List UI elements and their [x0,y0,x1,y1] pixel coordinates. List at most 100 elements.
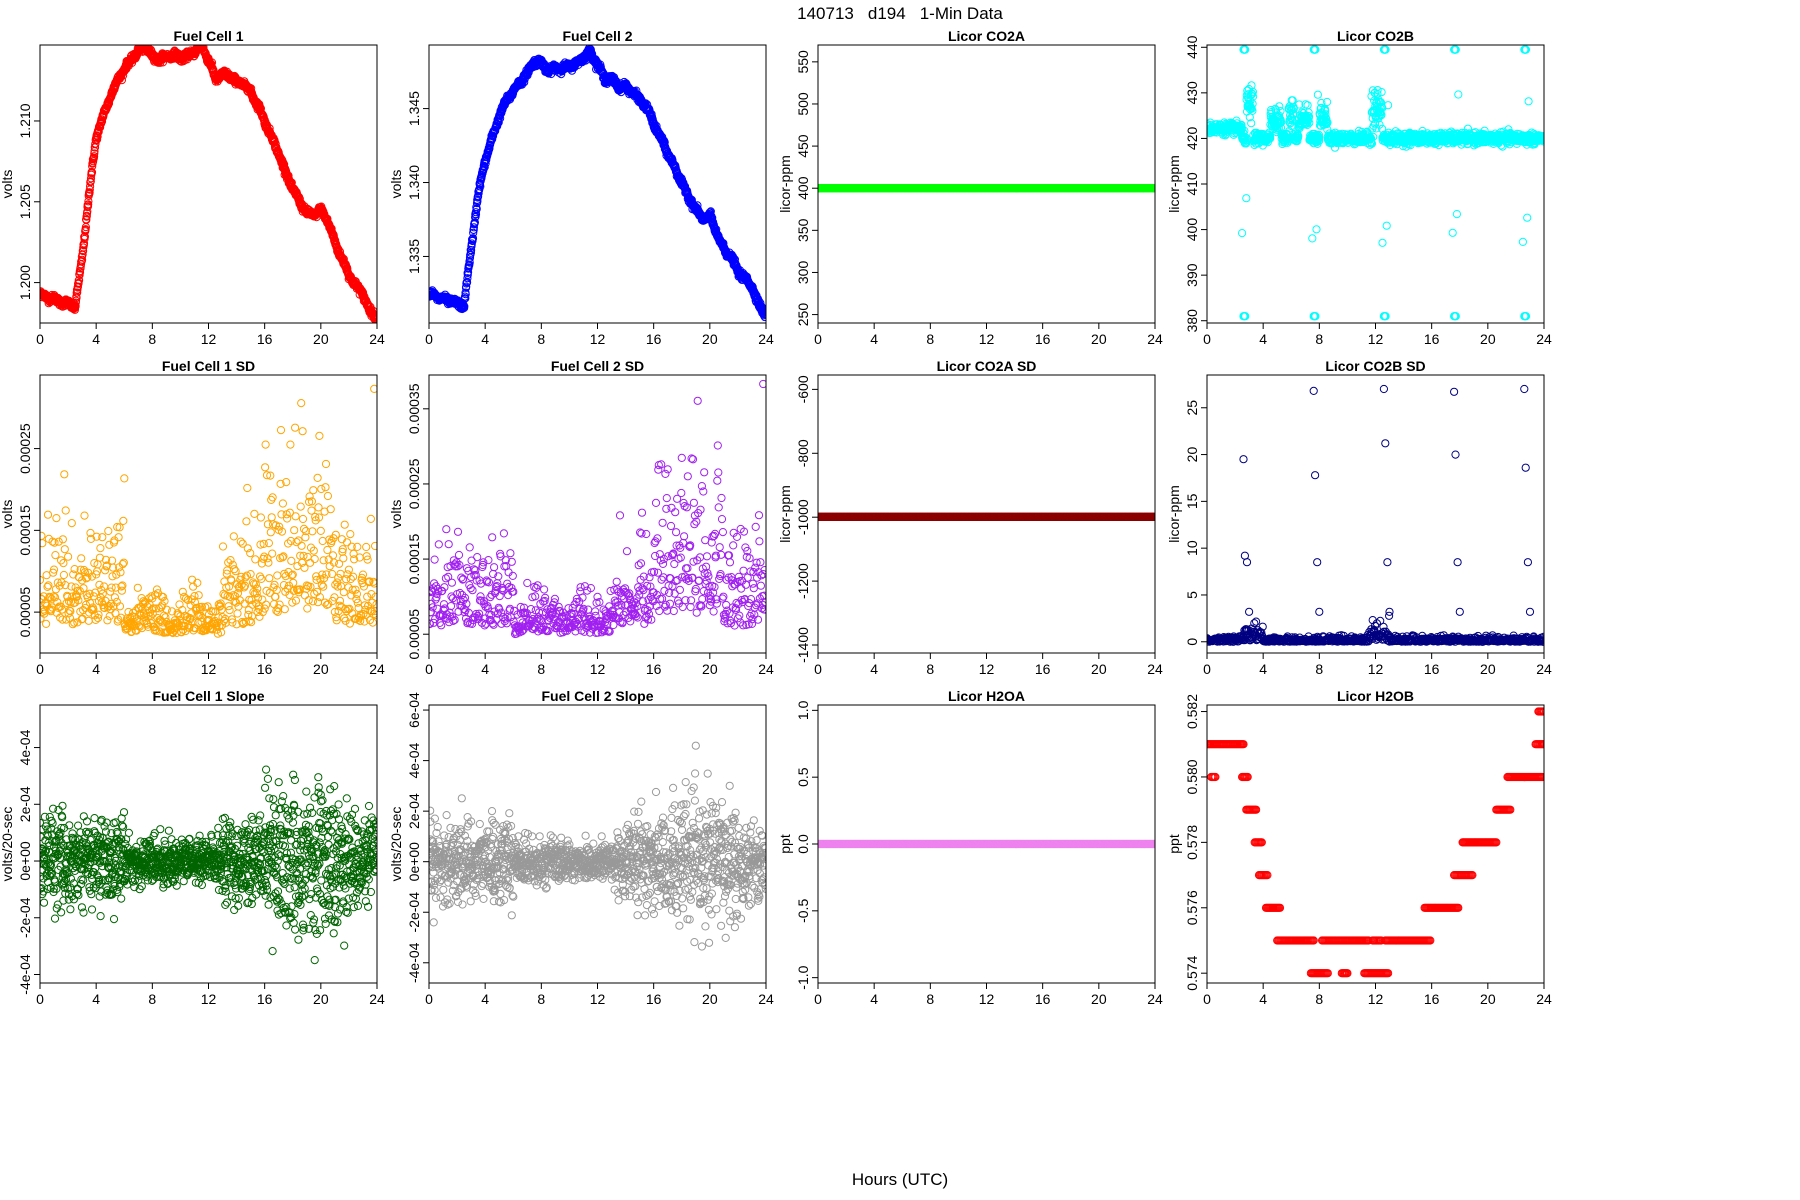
series-points [818,184,1155,193]
data-point [730,255,740,264]
data-point [1305,118,1314,127]
data-point [1294,132,1303,141]
panel-title: Fuel Cell 1 [173,28,243,44]
data-point [463,274,472,283]
data-point [469,223,478,232]
panel-title: Fuel Cell 2 [562,28,632,44]
data-point [1315,136,1324,145]
data-point [1237,123,1247,133]
x-tick-label: 0 [36,331,44,347]
y-tick-label: 1.335 [406,239,422,274]
data-point [1375,120,1384,129]
data-point [1314,135,1323,144]
data-point [90,152,99,161]
panel-title: Licor CO2A [948,28,1025,44]
y-tick-label: 1.210 [17,103,33,138]
data-point [760,312,766,322]
data-point [86,177,95,186]
data-point [84,200,93,209]
data-point [1367,134,1376,143]
x-tick-label: 8 [148,331,156,347]
data-point [1304,108,1313,117]
data-point [93,135,102,144]
data-point [1275,102,1284,111]
data-point [1242,139,1251,148]
y-tick-label: 1.340 [406,165,422,200]
data-point [469,228,478,237]
x-tick-label: 20 [313,331,329,347]
data-point [1248,87,1258,97]
x-tick-label: 4 [1259,331,1267,347]
data-point [343,264,352,273]
figure-title-part: 1-Min Data [920,4,1004,23]
data-point [1323,97,1332,107]
y-tick-label: 390 [1184,263,1200,287]
x-tick-label: 0 [814,331,822,347]
data-point [461,294,470,303]
data-point [87,168,97,177]
figure-title-part: 140713 [797,4,854,23]
data-point [75,270,84,280]
x-tick-label: 8 [926,331,934,347]
y-tick-label: 450 [795,134,811,158]
x-tick-label: 16 [646,331,662,347]
data-point [466,248,475,257]
x-tick-label: 20 [1091,331,1107,347]
x-tick-label: 20 [1480,331,1496,347]
y-tick-label: 250 [795,303,811,327]
data-point [86,174,96,183]
x-tick-label: 20 [702,331,718,347]
plot-frame [39,44,378,324]
series-points [40,45,377,323]
data-point [1317,98,1326,108]
y-tick-label: 410 [1184,172,1200,196]
x-tick-label: 16 [1035,331,1051,347]
data-point [760,306,766,315]
y-axis-label: volts [0,170,15,199]
x-tick-label: 4 [481,331,489,347]
data-point [1378,124,1387,133]
panel-title: Licor CO2B [1337,28,1414,44]
data-point [1271,104,1280,114]
data-point [1377,88,1386,97]
x-tick-label: 8 [537,331,545,347]
y-tick-label: 300 [795,261,811,285]
figure-title-part: d194 [868,4,906,23]
x-tick-label: 0 [425,331,433,347]
data-point [1369,121,1378,131]
data-point [761,310,766,319]
figure-title: 140713 d194 1-Min Data [797,4,1003,23]
data-point [1276,107,1285,116]
plot-frame [428,44,767,324]
x-tick-label: 24 [369,331,385,347]
x-tick-label: 4 [870,331,878,347]
x-tick-label: 16 [257,331,273,347]
x-tick-label: 12 [979,331,995,347]
y-tick-label: 500 [795,92,811,116]
data-point [72,293,81,302]
data-point [489,131,498,140]
data-point [1321,110,1330,119]
y-tick-label: 400 [795,176,811,200]
y-tick-label: 380 [1184,309,1200,333]
data-point [1295,100,1304,109]
y-tick-label: 1.200 [17,265,33,300]
data-point [79,246,88,256]
data-point [78,255,87,264]
x-tick-label: 4 [92,331,100,347]
data-point [276,153,285,162]
data-point [94,127,103,136]
data-point [1266,134,1275,143]
data-point [1283,130,1292,139]
series-points [429,45,766,322]
data-point [470,218,479,227]
y-tick-label: 350 [795,218,811,242]
data-point [96,123,105,132]
data-point [1304,112,1314,121]
data-point [73,288,82,297]
data-point [71,301,80,311]
figure-x-label: Hours (UTC) [852,1170,948,1189]
